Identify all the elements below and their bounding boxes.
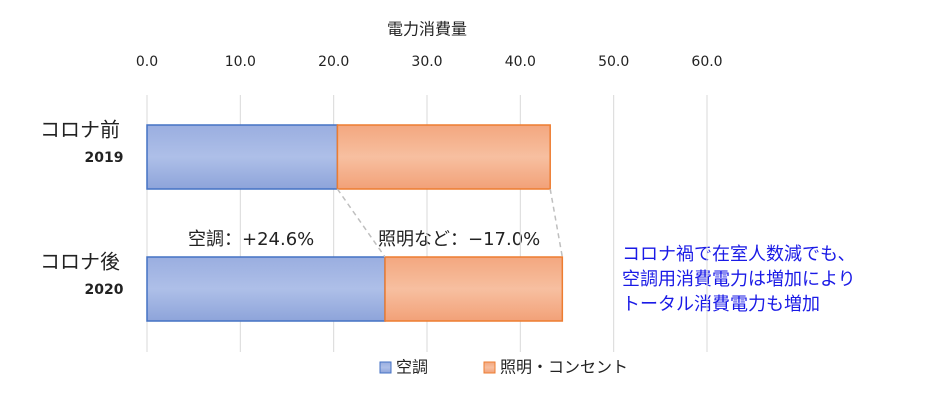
legend-label: 空調 [396, 358, 428, 377]
x-tick-label: 10.0 [225, 54, 256, 70]
connector [336, 188, 386, 258]
note: トータル消費電力も増加 [622, 294, 820, 315]
legend-swatch [379, 361, 392, 374]
bar-segment [336, 124, 551, 190]
connector [549, 188, 564, 258]
axis-title: 電力消費量 [387, 20, 467, 39]
x-tick-label: 30.0 [411, 54, 442, 70]
x-tick-label: 60.0 [691, 54, 722, 70]
annotation: 空調：+24.6% [188, 229, 314, 250]
annotation: 照明など：−17.0% [378, 229, 540, 250]
x-tick-label: 20.0 [318, 54, 349, 70]
category-label: コロナ前 [40, 118, 120, 142]
x-tick-label: 50.0 [598, 54, 629, 70]
category-year: 2020 [85, 282, 124, 298]
category-year: 2019 [85, 150, 124, 166]
legend-label: 照明・コンセント [500, 358, 628, 377]
legend-swatch [483, 361, 496, 374]
note: 空調用消費電力は増加により [622, 269, 856, 290]
x-tick-label: 40.0 [505, 54, 536, 70]
bar-segment [384, 256, 564, 322]
x-tick-label: 0.0 [136, 54, 158, 70]
bar-segment [146, 256, 386, 322]
category-label: コロナ後 [40, 250, 120, 274]
note: コロナ禍で在室人数減でも、 [622, 244, 855, 265]
bar-segment [146, 124, 339, 190]
